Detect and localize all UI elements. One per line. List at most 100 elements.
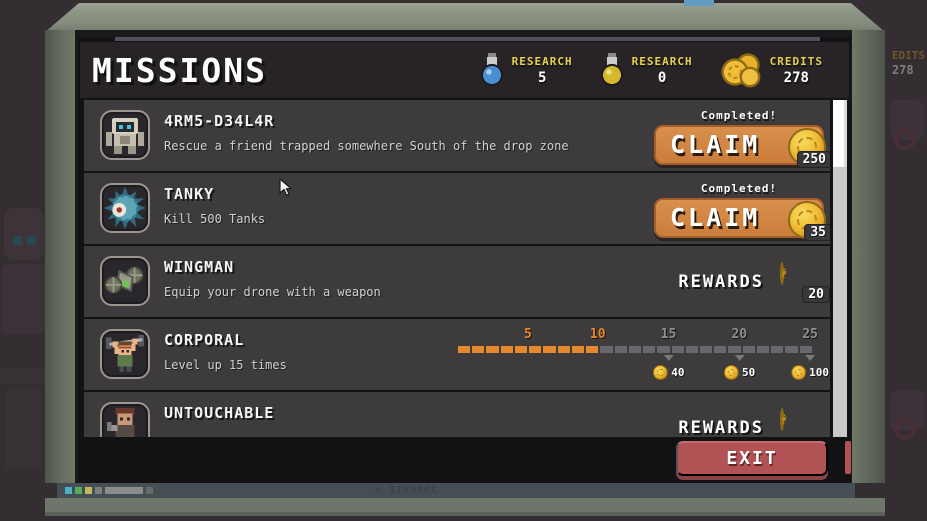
progress-tick-label: 10 [589, 327, 606, 342]
currency-research-blue: RESEARCH 5 [480, 53, 573, 87]
progress-segment [799, 346, 812, 353]
currency-value: 5 [537, 69, 547, 86]
mission-avatar [100, 183, 150, 233]
credits-coins-icon [721, 53, 761, 88]
rewards-display: REWARDS 20 [678, 261, 830, 303]
currency-credits: CREDITS 278 [721, 52, 823, 88]
mouse-cursor-icon [279, 178, 293, 196]
research-potion-yellow-icon [600, 53, 623, 86]
mission-title: UNTOUCHABLE [164, 404, 275, 422]
progress-segments [458, 346, 812, 353]
progress-segment [600, 346, 613, 353]
progress-segment [500, 346, 513, 353]
robot-eye-icon [13, 236, 22, 245]
milestone-reward: 40 [653, 353, 684, 380]
progress-tick-label: 5 [523, 327, 532, 342]
reward-amount: 35 [804, 224, 830, 241]
progress-segment [756, 346, 770, 353]
scrollbar-thumb[interactable] [833, 100, 847, 167]
progress-segment [571, 346, 585, 353]
mission-row-corporal: CORPORAL Level up 15 times 5 10 15 20 25 40 5… [84, 319, 830, 390]
milestone-reward-amount: 40 [671, 366, 685, 379]
monitor-left-bezel [45, 30, 75, 483]
milestone-reward: 50 [724, 353, 755, 380]
progress-tick-label: 15 [660, 327, 677, 342]
progress-segment [671, 346, 684, 353]
milestone-marker-icon [663, 355, 674, 361]
progress-segment [543, 346, 556, 353]
monitor-bottom-bezel [45, 498, 885, 516]
monitor-brand-label: ⚙ 5IV3RPC [375, 485, 439, 496]
mission-list: 4RM5-D34L4R Rescue a friend trapped some… [84, 100, 830, 437]
mission-description: Level up 15 times [164, 358, 287, 372]
progress-segment [742, 346, 755, 353]
milestone-reward-amount: 50 [742, 366, 756, 379]
mission-row-tanky: TANKY Kill 500 Tanks Completed! CLAIM 35 [84, 173, 830, 244]
mission-title: TANKY [164, 185, 215, 203]
credits-coin-icon [780, 261, 784, 285]
currency-bar: RESEARCH 5 RESEARCH 0 [480, 52, 849, 88]
claim-button[interactable]: CLAIM 35 [654, 198, 830, 241]
progress-segment [586, 346, 599, 353]
progress-segment [785, 346, 798, 353]
window-header: MISSIONS RESEARCH 5 [80, 42, 849, 98]
progress-segment [458, 346, 471, 353]
mission-description: Rescue a friend trapped somewhere South … [164, 139, 569, 153]
mission-description: Kill 500 Tanks [164, 212, 266, 226]
mission-row-arms-dealer: 4RM5-D34L4R Rescue a friend trapped some… [84, 100, 830, 171]
progress-segment [643, 346, 656, 353]
reward-amount: 250 [796, 151, 830, 168]
milestone-marker-icon [805, 355, 816, 361]
status-led-icons [65, 487, 153, 494]
scrollbar-track[interactable] [833, 100, 847, 437]
milestone-reward: 100 [791, 353, 829, 380]
mission-avatar [100, 329, 150, 379]
mission-avatar [100, 402, 150, 437]
progress-segment [486, 346, 499, 353]
mission-title: CORPORAL [164, 331, 245, 349]
background-deco-right [882, 90, 927, 470]
credits-coin-icon [780, 407, 784, 431]
mission-title: 4RM5-D34L4R [164, 112, 275, 130]
progress-labels: 5 10 15 20 25 [458, 327, 818, 342]
progress-bar: 5 10 15 20 25 40 50 100 [458, 327, 829, 385]
background-hud-credits: EDITS 278 [891, 49, 925, 77]
research-potion-blue-icon [480, 53, 503, 86]
currency-label: RESEARCH [631, 54, 693, 68]
exit-button[interactable]: EXIT [676, 441, 828, 476]
monitor-right-bezel [852, 30, 885, 483]
rewards-label: REWARDS [678, 417, 764, 438]
untouchable-character-icon [106, 407, 135, 437]
drone-icon [104, 266, 144, 294]
mission-row-untouchable: UNTOUCHABLE REWARDS [84, 392, 830, 437]
tank-creature-icon [103, 186, 147, 230]
credits-coin-icon [653, 365, 669, 380]
status-completed: Completed! [700, 109, 778, 122]
weightlifter-icon [105, 334, 145, 373]
rewards-label: REWARDS [678, 271, 764, 292]
mission-avatar [100, 110, 150, 160]
credits-coin-icon [791, 365, 807, 380]
currency-label: RESEARCH [511, 54, 573, 68]
progress-tick-label: 20 [731, 327, 748, 342]
monitor-top-bezel [45, 3, 885, 32]
progress-segment [728, 346, 741, 353]
progress-segment [529, 346, 542, 353]
robot-eye-icon [27, 236, 36, 245]
progress-segment [628, 346, 642, 353]
milestone-reward-amount: 100 [809, 366, 830, 379]
monitor-power-led-icon [684, 0, 714, 6]
background-robot-sprite [0, 150, 48, 480]
progress-segment [685, 346, 698, 353]
claim-button[interactable]: CLAIM 250 [654, 125, 830, 168]
credits-coin-icon [724, 365, 739, 380]
rewards-display: REWARDS [678, 407, 816, 438]
mission-description: Equip your drone with a weapon [164, 285, 381, 299]
mission-title: WINGMAN [164, 258, 235, 276]
mission-avatar [100, 256, 150, 306]
progress-segment [472, 346, 485, 353]
missions-window: MISSIONS RESEARCH 5 [78, 37, 851, 483]
mission-row-wingman: WINGMAN Equip your drone with a weapon R… [84, 246, 830, 317]
monitor-status-bar: ⚙ 5IV3RPC [57, 483, 855, 498]
